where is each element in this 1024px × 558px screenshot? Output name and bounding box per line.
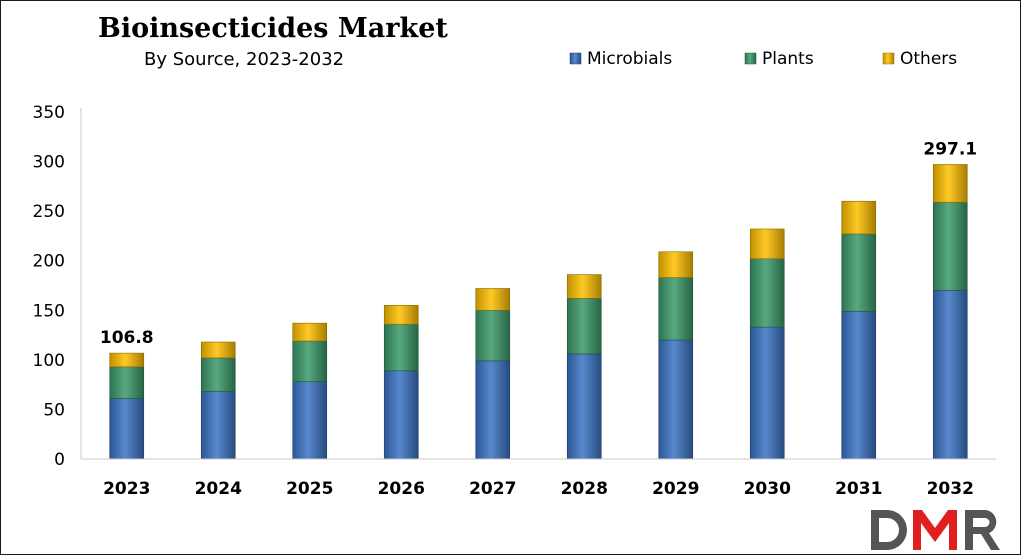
bar-plants-2029 <box>658 277 694 341</box>
bar-others-2024 <box>200 341 236 359</box>
x-tick-label: 2032 <box>927 479 974 499</box>
bar-microbials-2027 <box>475 360 511 460</box>
legend-swatch-microbials <box>569 52 582 65</box>
y-tick-label: 0 <box>54 450 65 470</box>
dmr-logo <box>871 510 1000 550</box>
bars-group <box>109 164 968 460</box>
bar-microbials-2023 <box>109 398 145 460</box>
bar-others-2031 <box>841 200 877 235</box>
legend-label-others: Others <box>900 49 957 69</box>
y-tick-label: 250 <box>33 202 65 222</box>
x-axis: 2023 2024 2025 2026 2027 2028 2029 2030 2031 2032 <box>81 458 996 499</box>
x-tick-label: 2028 <box>561 479 608 499</box>
x-tick-label: 2025 <box>286 479 333 499</box>
bar-plants-2026 <box>383 323 419 372</box>
chart-title: Bioinsecticides Market <box>98 13 448 44</box>
bar-others-2023 <box>109 352 145 368</box>
y-tick-label: 200 <box>33 252 65 272</box>
bar-plants-2028 <box>566 298 602 355</box>
bar-plants-2025 <box>292 340 328 382</box>
y-tick-label: 150 <box>33 301 65 321</box>
x-tick-label: 2030 <box>744 479 791 499</box>
bar-plants-2031 <box>841 233 877 312</box>
legend-swatch-others <box>882 52 895 65</box>
bar-microbials-2026 <box>383 370 419 460</box>
data-label-2023: 106.8 <box>100 328 154 348</box>
bar-others-2029 <box>658 251 694 278</box>
bar-plants-2027 <box>475 309 511 362</box>
legend-label-microbials: Microbials <box>587 49 672 69</box>
bar-others-2030 <box>749 228 785 260</box>
bar-others-2025 <box>292 322 328 342</box>
y-tick-label: 300 <box>33 153 65 173</box>
bar-others-2028 <box>566 274 602 299</box>
legend-label-plants: Plants <box>762 49 814 69</box>
bar-microbials-2031 <box>841 310 877 460</box>
data-label-2032: 297.1 <box>923 139 977 159</box>
chart-subtitle: By Source, 2023-2032 <box>144 49 344 70</box>
bar-microbials-2024 <box>200 391 236 460</box>
bar-microbials-2028 <box>566 353 602 460</box>
bar-others-2032 <box>932 164 968 203</box>
y-tick-label: 350 <box>33 103 65 123</box>
bar-microbials-2032 <box>932 290 968 460</box>
legend-swatch-plants <box>744 52 757 65</box>
bar-microbials-2029 <box>658 339 694 460</box>
bar-microbials-2025 <box>292 381 328 460</box>
bar-others-2027 <box>475 288 511 311</box>
bar-microbials-2030 <box>749 326 785 460</box>
x-tick-label: 2026 <box>378 479 425 499</box>
y-axis: 0 50 100 150 200 250 300 350 <box>33 103 82 470</box>
y-tick-label: 50 <box>43 400 65 420</box>
data-labels: 106.8 297.1 <box>100 139 977 348</box>
x-tick-label: 2024 <box>195 479 242 499</box>
x-tick-label: 2027 <box>469 479 516 499</box>
y-tick-label: 100 <box>33 351 65 371</box>
bar-plants-2030 <box>749 258 785 328</box>
bar-plants-2024 <box>200 357 236 392</box>
legend: Microbials Plants Others <box>569 49 957 69</box>
bar-plants-2023 <box>109 366 145 399</box>
x-tick-label: 2023 <box>103 479 150 499</box>
bar-plants-2032 <box>932 201 968 291</box>
bar-others-2026 <box>383 305 419 325</box>
x-tick-label: 2029 <box>652 479 699 499</box>
x-tick-label: 2031 <box>835 479 882 499</box>
